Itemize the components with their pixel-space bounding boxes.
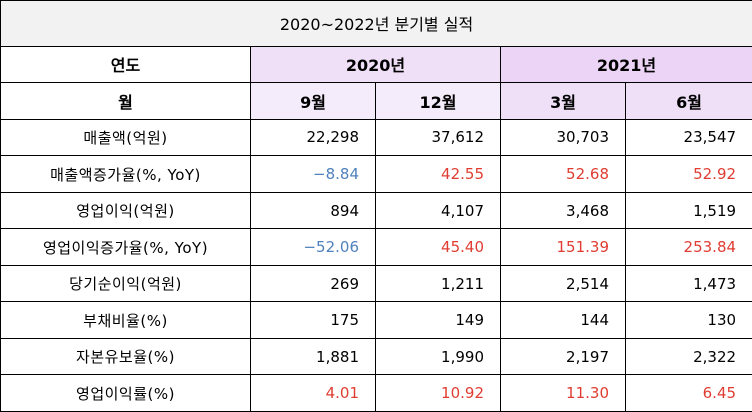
table-row: 당기순이익(억원) 269 1,211 2,514 1,473 — [0, 264, 752, 303]
month-header-row: 월 9월 12월 3월 6월 — [0, 82, 752, 120]
year-2021-header: 2021년 — [499, 45, 752, 84]
year-header-label: 연도 — [0, 45, 251, 84]
row-label: 매출액(억원) — [0, 118, 251, 157]
value-cell: 175 — [250, 301, 376, 339]
value-cell: 4.01 — [250, 374, 376, 412]
value-cell: 4,107 — [375, 191, 501, 230]
value-cell: 2,514 — [500, 264, 626, 303]
value-cell: 23,547 — [624, 118, 752, 157]
value-cell: 2,322 — [624, 337, 752, 376]
title-row: 2020~2022년 분기별 실적 — [0, 0, 752, 47]
row-label: 매출액증가율(%, YoY) — [0, 155, 251, 193]
table-row: 자본유보율(%) 1,881 1,990 2,197 2,322 — [0, 337, 752, 376]
value-cell: 894 — [250, 191, 376, 230]
value-cell: 45.40 — [375, 228, 501, 266]
value-cell: 37,612 — [375, 118, 501, 157]
value-cell: 151.39 — [500, 228, 626, 266]
value-cell: 130 — [624, 301, 752, 339]
value-cell: 1,473 — [624, 264, 752, 303]
month-header-cell: 3월 — [500, 82, 626, 120]
table-row: 매출액(억원) 22,298 37,612 30,703 23,547 — [0, 118, 752, 157]
value-cell: 22,298 — [250, 118, 376, 157]
row-label: 영업이익률(%) — [0, 374, 251, 412]
value-cell: 1,990 — [375, 337, 501, 376]
value-cell: 144 — [500, 301, 626, 339]
month-header-label: 월 — [0, 82, 251, 120]
value-cell: 149 — [375, 301, 501, 339]
month-header-cell: 12월 — [375, 82, 501, 120]
value-cell: 2,197 — [500, 337, 626, 376]
table-row: 부채비율(%) 175 149 144 130 — [0, 301, 752, 339]
table-row: 영업이익률(%) 4.01 10.92 11.30 6.45 — [0, 374, 752, 412]
row-label: 부채비율(%) — [0, 301, 251, 339]
value-cell: 1,881 — [250, 337, 376, 376]
value-cell: 1,211 — [375, 264, 501, 303]
value-cell: −52.06 — [250, 228, 376, 266]
value-cell: 52.92 — [624, 155, 752, 193]
year-2020-header: 2020년 — [250, 45, 501, 84]
value-cell: 3,468 — [500, 191, 626, 230]
value-cell: 1,519 — [624, 191, 752, 230]
table-row: 매출액증가율(%, YoY) −8.84 42.55 52.68 52.92 — [0, 155, 752, 193]
value-cell: 30,703 — [500, 118, 626, 157]
month-header-cell: 6월 — [624, 82, 752, 120]
row-label: 당기순이익(억원) — [0, 264, 251, 303]
year-header-row: 연도 2020년 2021년 — [0, 45, 752, 84]
table-row: 영업이익증가율(%, YoY) −52.06 45.40 151.39 253.84 — [0, 228, 752, 266]
row-label: 영업이익(억원) — [0, 191, 251, 230]
table-title: 2020~2022년 분기별 실적 — [0, 0, 752, 47]
row-label: 자본유보율(%) — [0, 337, 251, 376]
value-cell: 42.55 — [375, 155, 501, 193]
value-cell: 52.68 — [500, 155, 626, 193]
value-cell: 11.30 — [500, 374, 626, 412]
value-cell: 10.92 — [375, 374, 501, 412]
value-cell: 269 — [250, 264, 376, 303]
value-cell: −8.84 — [250, 155, 376, 193]
table-row: 영업이익(억원) 894 4,107 3,468 1,519 — [0, 191, 752, 230]
value-cell: 253.84 — [624, 228, 752, 266]
month-header-cell: 9월 — [250, 82, 376, 120]
value-cell: 6.45 — [624, 374, 752, 412]
row-label: 영업이익증가율(%, YoY) — [0, 228, 251, 266]
